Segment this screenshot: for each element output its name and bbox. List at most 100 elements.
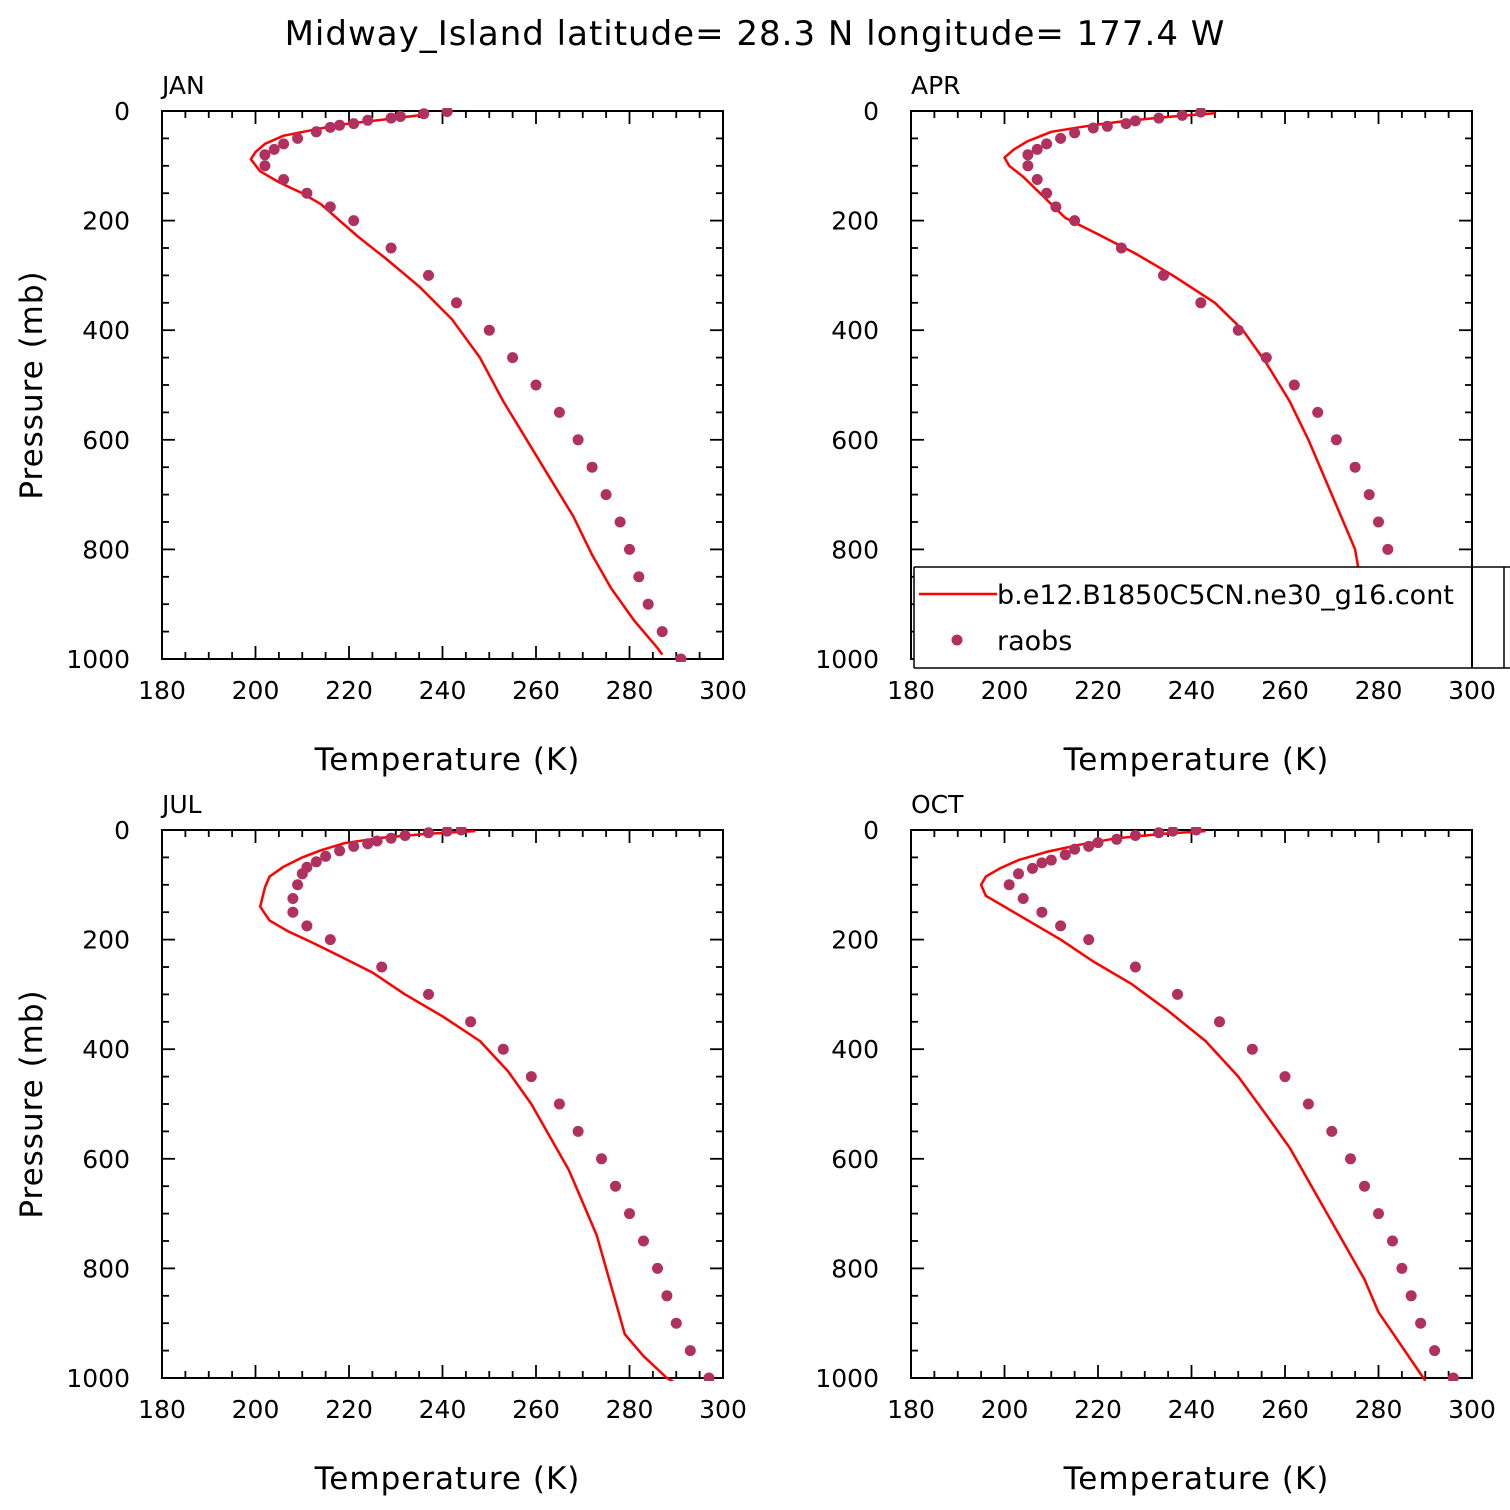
raobs-point	[324, 121, 336, 133]
x-axis-title: Temperature (K)	[314, 1461, 581, 1497]
raobs-point	[1232, 324, 1244, 336]
raobs-point	[624, 543, 635, 555]
x-axis-title: Temperature (K)	[1063, 742, 1330, 778]
raobs-point	[1396, 1262, 1408, 1274]
raobs-point	[324, 201, 336, 213]
y-tick-label: 400	[82, 316, 130, 345]
panel-label: JAN	[160, 71, 205, 100]
raobs-point	[371, 835, 383, 847]
raobs-point	[1129, 115, 1141, 127]
raobs-point	[1302, 1098, 1314, 1110]
raobs-point	[572, 434, 584, 446]
raobs-point	[1326, 1125, 1338, 1137]
y-tick-label: 200	[82, 926, 130, 955]
panel-jul: JUL 180 200 220 240 260 280 300 0 200 400 600 800 100…	[14, 790, 747, 1497]
model-profile-line	[258, 829, 675, 1381]
y-tick-label: 200	[82, 207, 130, 236]
raobs-point	[1405, 1290, 1417, 1302]
raobs-point	[1003, 879, 1015, 891]
raobs-point	[1373, 516, 1384, 528]
raobs-point	[296, 868, 308, 880]
raobs-point	[324, 934, 336, 946]
raobs-point	[1158, 269, 1169, 281]
x-tick-label: 280	[1355, 676, 1403, 705]
raobs-point	[1153, 112, 1165, 124]
model-profile-line	[249, 113, 664, 656]
raobs-point	[553, 406, 565, 418]
raobs-point	[642, 598, 654, 610]
raobs-point	[1036, 906, 1048, 918]
plot-frame	[910, 829, 1473, 1379]
x-tick-label: 220	[325, 1395, 373, 1424]
raobs-point	[483, 324, 495, 336]
raobs-point	[451, 297, 462, 309]
raobs-point	[1246, 1043, 1258, 1055]
raobs-point	[586, 461, 598, 473]
raobs-point	[465, 1016, 477, 1028]
raobs-point	[348, 840, 360, 852]
raobs-point	[287, 906, 299, 918]
raobs-point	[310, 856, 322, 868]
raobs-point	[1129, 830, 1141, 841]
raobs-point	[703, 1372, 715, 1381]
x-axis-title: Temperature (K)	[314, 742, 581, 778]
raobs-point	[394, 111, 406, 122]
plot-frame	[161, 829, 724, 1379]
x-tick-label: 260	[512, 676, 560, 705]
raobs-point	[385, 112, 397, 124]
x-tick-label: 260	[1261, 676, 1309, 705]
raobs-point	[1017, 893, 1029, 904]
model-profile-line	[1003, 111, 1412, 662]
x-tick-label: 220	[1074, 676, 1122, 705]
raobs-point	[320, 850, 332, 862]
y-tick-label: 600	[831, 426, 879, 455]
raobs-point	[441, 827, 453, 837]
x-tick-label: 220	[1074, 1395, 1122, 1424]
x-tick-label: 180	[138, 676, 186, 705]
figure-title: Midway_Island latitude= 28.3 N longitude…	[285, 14, 1226, 54]
raobs-point	[334, 845, 346, 857]
raobs-point	[1036, 857, 1048, 869]
raobs-point	[278, 174, 290, 185]
x-tick-label: 180	[138, 1395, 186, 1424]
raobs-point	[362, 838, 374, 850]
raobs-point	[1176, 109, 1188, 121]
raobs-point	[1041, 138, 1053, 150]
panel-oct: OCT 180 200 220 240 260 280 300 0 200 400 600 800 100…	[815, 790, 1495, 1497]
raobs-point	[1050, 201, 1062, 213]
x-tick-label: 200	[981, 1395, 1029, 1424]
raobs-point	[670, 1317, 682, 1329]
raobs-point	[310, 126, 322, 138]
raobs-point	[1083, 934, 1095, 946]
raobs-point	[596, 1153, 607, 1165]
panel-label: OCT	[911, 790, 964, 819]
legend-label-model: b.e12.B1850C5CN.ne30_g16.cont	[997, 580, 1454, 611]
raobs-point	[301, 920, 313, 932]
x-tick-label: 220	[325, 676, 373, 705]
raobs-point	[1373, 1208, 1384, 1220]
raobs-point	[497, 1043, 509, 1055]
raobs-point	[656, 626, 668, 638]
raobs-point	[1022, 149, 1034, 161]
raobs-point	[1429, 1345, 1441, 1357]
y-tick-label: 800	[82, 1254, 130, 1283]
y-tick-label: 200	[831, 207, 879, 236]
y-tick-label: 0	[863, 816, 879, 845]
y-tick-label: 0	[114, 97, 130, 126]
raobs-point	[1387, 1235, 1398, 1247]
x-tick-label: 300	[699, 1395, 747, 1424]
x-tick-label: 240	[419, 676, 467, 705]
raobs-point	[348, 118, 360, 130]
raobs-point	[1447, 1372, 1459, 1381]
raobs-point	[1359, 1180, 1370, 1192]
y-tick-label: 400	[831, 1035, 879, 1064]
x-tick-label: 300	[1448, 1395, 1496, 1424]
raobs-point	[633, 571, 645, 583]
raobs-point	[1055, 132, 1067, 144]
x-tick-label: 240	[1168, 1395, 1216, 1424]
y-tick-label: 200	[831, 926, 879, 955]
raobs-point	[610, 1180, 621, 1192]
raobs-point	[684, 1345, 696, 1357]
y-tick-label: 400	[831, 316, 879, 345]
